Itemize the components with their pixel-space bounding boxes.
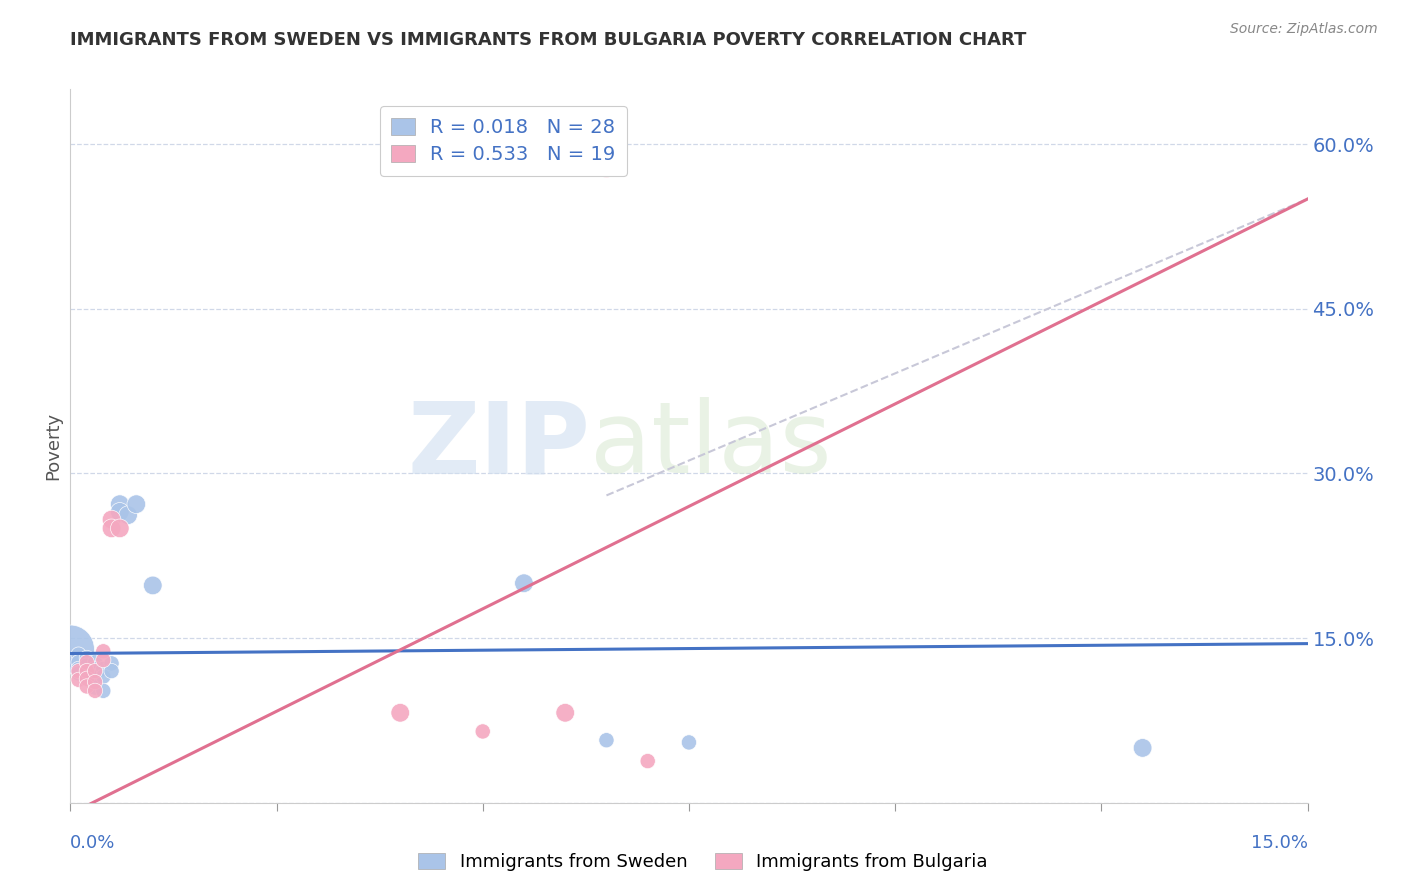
Point xyxy=(471,724,494,739)
Point xyxy=(117,508,139,523)
Point xyxy=(91,662,114,676)
Point xyxy=(67,673,90,687)
Point xyxy=(142,578,165,592)
Text: atlas: atlas xyxy=(591,398,831,494)
Point xyxy=(76,664,98,678)
Point xyxy=(84,655,107,669)
Point xyxy=(59,642,82,657)
Point xyxy=(108,505,131,519)
Point xyxy=(637,754,659,768)
Point xyxy=(91,669,114,683)
Text: ZIP: ZIP xyxy=(408,398,591,494)
Point xyxy=(76,669,98,683)
Point xyxy=(76,664,98,678)
Point xyxy=(84,675,107,690)
Point xyxy=(595,161,617,176)
Point xyxy=(67,664,90,678)
Point xyxy=(100,657,122,671)
Point xyxy=(67,666,90,681)
Point xyxy=(76,658,98,673)
Point xyxy=(125,497,148,511)
Text: 0.0%: 0.0% xyxy=(70,834,115,852)
Point xyxy=(84,664,107,678)
Point xyxy=(84,662,107,676)
Point xyxy=(91,653,114,667)
Text: 15.0%: 15.0% xyxy=(1250,834,1308,852)
Point xyxy=(554,706,576,720)
Point xyxy=(84,683,107,698)
Point xyxy=(108,497,131,511)
Point xyxy=(67,648,90,662)
Point xyxy=(76,680,98,694)
Point xyxy=(100,512,122,526)
Point xyxy=(67,655,90,669)
Point xyxy=(108,521,131,535)
Point xyxy=(84,669,107,683)
Text: Source: ZipAtlas.com: Source: ZipAtlas.com xyxy=(1230,22,1378,37)
Y-axis label: Poverty: Poverty xyxy=(44,412,62,480)
Point xyxy=(91,683,114,698)
Point xyxy=(100,664,122,678)
Point xyxy=(91,644,114,658)
Point xyxy=(1132,740,1154,755)
Point xyxy=(100,521,122,535)
Point xyxy=(595,733,617,747)
Point xyxy=(76,672,98,686)
Point xyxy=(84,675,107,690)
Legend: Immigrants from Sweden, Immigrants from Bulgaria: Immigrants from Sweden, Immigrants from … xyxy=(411,846,995,879)
Point xyxy=(389,706,412,720)
Point xyxy=(678,735,700,749)
Point xyxy=(513,576,536,591)
Text: IMMIGRANTS FROM SWEDEN VS IMMIGRANTS FROM BULGARIA POVERTY CORRELATION CHART: IMMIGRANTS FROM SWEDEN VS IMMIGRANTS FRO… xyxy=(70,31,1026,49)
Point xyxy=(76,651,98,665)
Point xyxy=(67,662,90,676)
Legend: R = 0.018   N = 28, R = 0.533   N = 19: R = 0.018 N = 28, R = 0.533 N = 19 xyxy=(380,106,627,176)
Point xyxy=(84,681,107,695)
Point xyxy=(76,655,98,669)
